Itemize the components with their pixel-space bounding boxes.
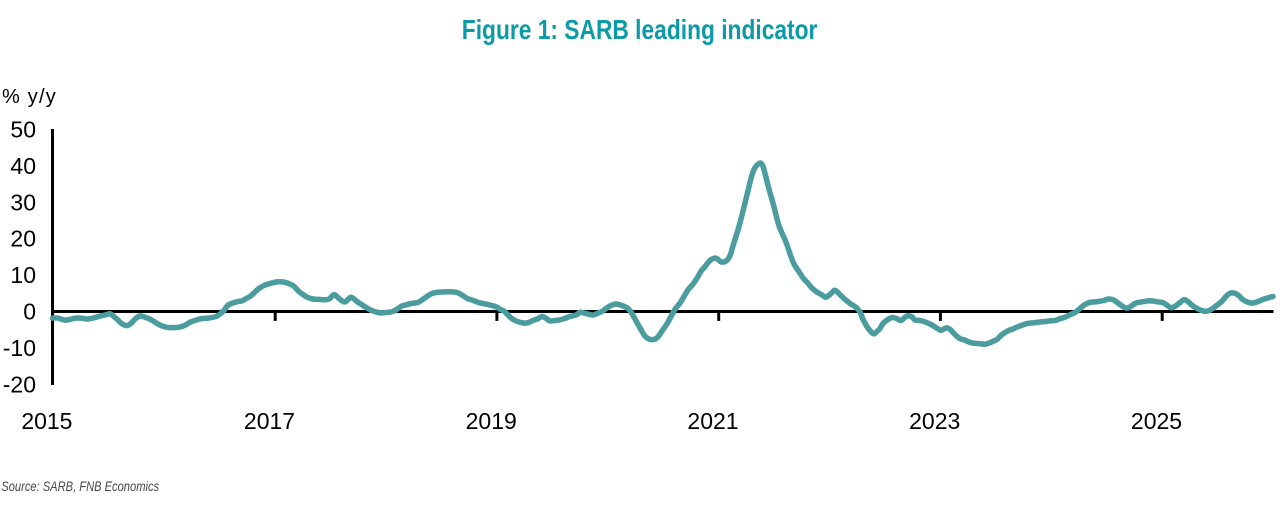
svg-text:10: 10	[10, 262, 36, 288]
svg-text:2023: 2023	[909, 408, 960, 434]
svg-text:2025: 2025	[1131, 408, 1182, 434]
svg-text:Figure 1: SARB leading indicat: Figure 1: SARB leading indicator	[462, 15, 818, 46]
svg-text:-20: -20	[3, 372, 36, 398]
svg-text:% y/y: % y/y	[2, 86, 57, 108]
svg-text:2015: 2015	[21, 408, 72, 434]
svg-text:40: 40	[10, 153, 36, 179]
svg-text:0: 0	[23, 299, 36, 325]
svg-text:Source: SARB, FNB Economics: Source: SARB, FNB Economics	[1, 479, 159, 494]
svg-text:2019: 2019	[466, 408, 517, 434]
svg-text:20: 20	[10, 226, 36, 252]
svg-text:-10: -10	[3, 335, 36, 361]
svg-text:2021: 2021	[687, 408, 738, 434]
svg-text:2017: 2017	[244, 408, 295, 434]
svg-text:50: 50	[10, 117, 36, 143]
svg-text:30: 30	[10, 189, 36, 215]
